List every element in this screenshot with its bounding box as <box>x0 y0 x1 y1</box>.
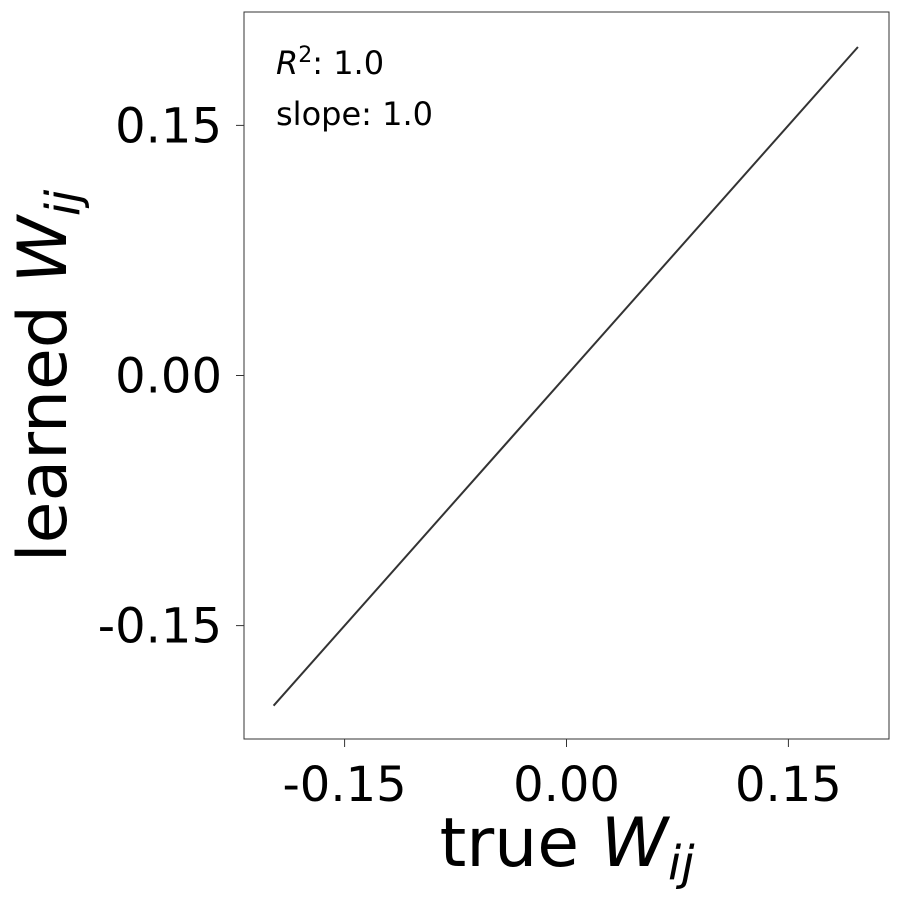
y-axis-label-part: learned <box>4 283 83 562</box>
data-line <box>272 46 859 707</box>
x-tick-label: 0.15 <box>735 757 842 813</box>
y-tick-label: 0.15 <box>115 98 222 154</box>
annotation: slope: 1.0 <box>276 95 433 133</box>
x-tick-label: 0.00 <box>513 757 620 813</box>
y-axis-label: learned Wij <box>4 189 92 562</box>
annotation-part: : 1.0 <box>312 44 384 82</box>
x-axis-label-part: true <box>440 804 601 883</box>
annotation-part: R <box>276 44 298 82</box>
x-axis-label-part: ij <box>668 837 695 892</box>
annotation-part: 2 <box>298 43 312 68</box>
x-axis-label-part: W <box>601 804 671 883</box>
y-axis-label-part: W <box>4 213 83 283</box>
x-tick-label: -0.15 <box>282 757 406 813</box>
x-axis-label: true Wij <box>440 804 696 892</box>
y-tick-label: -0.15 <box>98 599 222 655</box>
y-axis-label-part: ij <box>37 189 92 216</box>
annotation: R2: 1.0 <box>276 43 384 82</box>
y-tick-label: 0.00 <box>115 349 222 405</box>
